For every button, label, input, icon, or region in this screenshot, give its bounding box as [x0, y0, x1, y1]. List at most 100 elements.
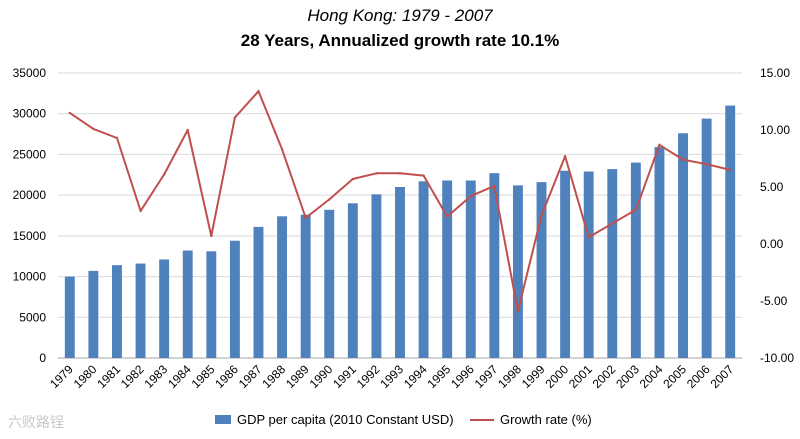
x-tick-label: 1981 [94, 362, 123, 391]
x-tick-label: 1999 [519, 362, 548, 391]
growth-point-1983 [162, 173, 166, 176]
growth-point-2002 [611, 222, 614, 225]
left-tick-label: 15000 [13, 229, 47, 243]
legend: GDP per capita (2010 Constant USD) Growt… [0, 412, 800, 430]
bar-gdp-1979 [64, 276, 75, 358]
legend-item-growth: Growth rate (%) [470, 412, 592, 427]
growth-point-1982 [139, 209, 142, 213]
bar-gdp-1987 [253, 226, 264, 358]
x-tick-label: 1990 [307, 362, 336, 391]
x-tick-label: 2000 [542, 362, 571, 391]
bar-gdp-2006 [701, 118, 712, 358]
x-tick-label: 1998 [495, 362, 524, 391]
right-tick-label: 0.00 [760, 237, 784, 251]
growth-point-1986 [233, 116, 237, 119]
growth-point-1988 [280, 148, 284, 151]
x-tick-label: 1980 [71, 362, 100, 391]
x-tick-label: 1991 [330, 362, 359, 391]
growth-point-1993 [398, 172, 402, 175]
bar-gdp-1980 [88, 270, 99, 358]
growth-point-2001 [587, 235, 590, 239]
growth-point-1980 [92, 127, 95, 131]
x-tick-label: 1982 [118, 362, 147, 391]
left-tick-label: 30000 [13, 107, 47, 121]
growth-point-1979 [68, 111, 71, 115]
gridlines [58, 72, 742, 359]
bar-gdp-2003 [630, 162, 641, 358]
growth-point-1991 [351, 177, 355, 181]
bar-gdp-1993 [395, 187, 405, 358]
bar-gdp-1992 [371, 194, 382, 358]
x-tick-label: 1992 [354, 362, 383, 391]
bar-gdp-2007 [725, 105, 736, 358]
growth-point-1992 [375, 172, 378, 175]
growth-point-2006 [705, 163, 708, 166]
left-axis-ticks: 0 5000 10000 15000 20000 25000 30000 35000 [13, 66, 47, 365]
x-tick-label: 2005 [660, 362, 689, 391]
x-tick-label: 1995 [425, 362, 454, 391]
growth-point-1996 [469, 194, 472, 198]
chart-title-line-1: Hong Kong: 1979 - 2007 [307, 6, 493, 25]
growth-rate-line [68, 90, 732, 313]
bar-gdp-1998 [512, 185, 523, 358]
bar-gdp-2000 [560, 170, 571, 358]
bar-gdp-1985 [206, 251, 217, 358]
growth-point-1989 [304, 216, 307, 219]
bar-gdp-2005 [678, 133, 688, 358]
growth-point-1990 [328, 198, 331, 201]
growth-point-1998 [516, 310, 520, 313]
growth-point-2005 [681, 158, 685, 161]
bar-gdp-1986 [229, 240, 240, 358]
growth-point-1987 [257, 90, 260, 93]
chart-title-line-2: 28 Years, Annualized growth rate 10.1% [240, 31, 560, 50]
x-tick-label: 2004 [637, 362, 666, 391]
legend-label-growth: Growth rate (%) [500, 412, 592, 427]
bar-gdp-2001 [583, 171, 594, 358]
growth-point-1981 [115, 136, 119, 140]
x-tick-label: 1979 [47, 362, 76, 391]
bar-gdp-1983 [159, 259, 170, 358]
bar-gdp-1995 [442, 180, 453, 358]
growth-point-1985 [210, 234, 213, 238]
x-tick-label: 1987 [236, 362, 265, 391]
x-tick-label: 1984 [165, 362, 194, 391]
gdp-bars [64, 105, 736, 358]
bar-gdp-1988 [277, 216, 288, 358]
x-tick-label: 2007 [708, 362, 737, 391]
left-tick-label: 5000 [19, 310, 46, 324]
right-tick-label: 15.00 [760, 66, 790, 80]
x-tick-label: 2001 [566, 362, 595, 391]
growth-point-2007 [729, 168, 732, 172]
bar-gdp-1982 [135, 263, 146, 358]
x-tick-label: 2003 [613, 362, 642, 391]
legend-swatch-gdp [215, 415, 231, 424]
left-tick-label: 25000 [13, 147, 47, 161]
bar-gdp-2002 [607, 169, 618, 358]
x-tick-label: 2006 [684, 362, 713, 391]
x-tick-label: 1997 [472, 362, 501, 391]
bar-gdp-1997 [489, 173, 500, 358]
right-tick-label: -10.00 [760, 351, 794, 365]
bar-gdp-1989 [300, 214, 311, 358]
x-tick-label: 1986 [212, 362, 241, 391]
left-tick-label: 10000 [13, 270, 47, 284]
bar-gdp-1991 [347, 203, 358, 358]
growth-point-1997 [493, 184, 496, 188]
left-tick-label: 20000 [13, 188, 47, 202]
x-tick-label: 1988 [259, 362, 288, 391]
x-tick-label: 1996 [448, 362, 477, 391]
legend-label-gdp: GDP per capita (2010 Constant USD) [237, 412, 454, 427]
right-tick-label: 5.00 [760, 180, 784, 194]
legend-item-gdp: GDP per capita (2010 Constant USD) [215, 412, 454, 427]
right-tick-label: 10.00 [760, 123, 790, 137]
growth-point-1999 [540, 214, 543, 217]
bar-gdp-1981 [112, 265, 122, 358]
bar-gdp-1990 [324, 209, 335, 358]
growth-point-1994 [422, 174, 425, 177]
legend-swatch-growth [470, 418, 494, 421]
left-tick-label: 0 [39, 351, 46, 365]
watermark: 六败路锃 [8, 414, 64, 430]
left-tick-label: 35000 [13, 66, 47, 80]
x-tick-label: 1993 [377, 362, 406, 391]
